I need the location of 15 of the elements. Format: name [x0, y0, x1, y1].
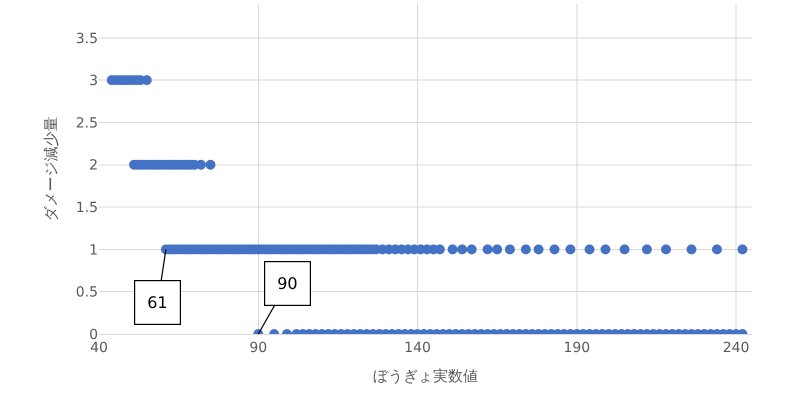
- x-axis-title: ぼうぎょ実数値: [373, 366, 478, 385]
- annotation: 90: [277, 274, 298, 294]
- y-tick-label: 3: [89, 73, 98, 90]
- y-tick-label: 1: [89, 242, 98, 258]
- annotation: 61: [147, 293, 168, 312]
- x-tick-label: 140: [404, 340, 431, 356]
- y-tick-label: 2.5: [76, 115, 98, 132]
- y-tick-label: 3.5: [76, 30, 98, 47]
- y-axis-title: ダメージ減少量: [42, 116, 60, 222]
- y-tick-label: 0.5: [76, 284, 98, 301]
- x-tick-label: 240: [722, 340, 750, 356]
- y-tick-label: 1.5: [76, 200, 98, 216]
- y-tick-label: 2: [89, 158, 98, 174]
- x-tick-label: 90: [249, 340, 268, 356]
- x-tick-label: 190: [563, 340, 590, 356]
